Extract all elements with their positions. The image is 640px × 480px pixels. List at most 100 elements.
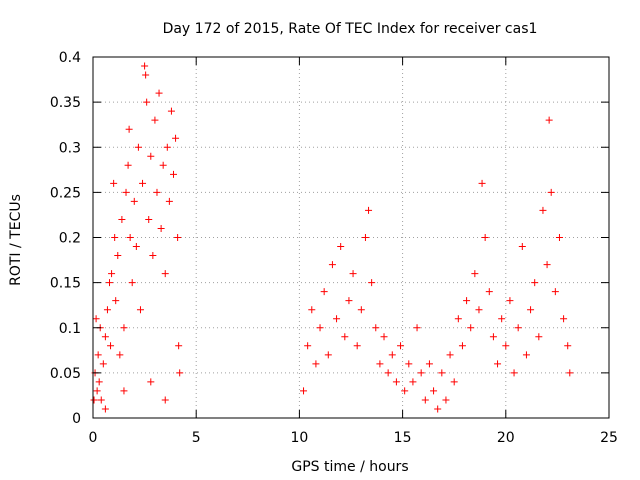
data-point [101, 333, 109, 341]
data-point [489, 333, 497, 341]
data-point [145, 215, 153, 223]
data-point [141, 62, 149, 70]
data-point [518, 243, 526, 251]
data-point [498, 315, 506, 323]
data-point [547, 188, 555, 196]
data-point [116, 351, 124, 359]
data-point [175, 342, 183, 350]
data-point [535, 333, 543, 341]
data-point [485, 288, 493, 296]
data-point [349, 270, 357, 278]
data-point [368, 279, 376, 287]
data-point [108, 270, 116, 278]
data-points [90, 62, 574, 413]
data-point [90, 396, 98, 404]
data-point [527, 306, 535, 314]
data-point [328, 261, 336, 269]
data-point [405, 360, 413, 368]
data-point [139, 179, 147, 187]
data-point [463, 297, 471, 305]
data-point [545, 116, 553, 124]
data-point [304, 342, 312, 350]
data-point [372, 324, 380, 332]
data-point [478, 179, 486, 187]
data-point [103, 306, 111, 314]
y-tick-label: 0.05 [50, 366, 81, 382]
data-point [458, 342, 466, 350]
data-point [409, 378, 417, 386]
data-point [434, 405, 442, 413]
data-point [514, 324, 522, 332]
data-point [555, 234, 563, 241]
chart-title: Day 172 of 2015, Rate Of TEC Index for r… [163, 21, 538, 37]
y-tick-label: 0 [72, 411, 81, 427]
data-point [153, 188, 161, 196]
x-tick-label: 10 [290, 430, 308, 446]
data-point [361, 234, 369, 241]
data-point [147, 152, 155, 160]
data-point [93, 387, 101, 395]
data-point [143, 98, 151, 106]
data-point [157, 224, 165, 232]
y-tick-label: 0.3 [59, 140, 81, 156]
data-point [163, 143, 171, 151]
data-point [442, 396, 450, 404]
data-point [106, 279, 114, 287]
y-tick-label: 0.4 [59, 50, 81, 66]
data-point [151, 116, 159, 124]
data-point [101, 405, 109, 413]
data-point [417, 369, 425, 377]
data-point [380, 333, 388, 341]
y-tick-label: 0.25 [50, 185, 81, 201]
data-point [165, 197, 173, 205]
y-tick-label: 0.15 [50, 276, 81, 292]
x-tick-label: 15 [394, 430, 412, 446]
data-point [324, 351, 332, 359]
data-point [169, 170, 177, 178]
data-point [413, 324, 421, 332]
data-point [502, 342, 510, 350]
data-point [149, 252, 157, 260]
data-point [120, 324, 128, 332]
x-tick-label: 25 [600, 430, 618, 446]
data-point [134, 143, 142, 151]
data-point [506, 297, 514, 305]
data-point [392, 378, 400, 386]
data-point [551, 288, 559, 296]
data-point [300, 387, 308, 395]
y-tick-label: 0.1 [59, 321, 81, 337]
data-point [376, 360, 384, 368]
data-point [320, 288, 328, 296]
data-point [99, 360, 107, 368]
data-point [450, 378, 458, 386]
data-point [430, 387, 438, 395]
x-axis-title: GPS time / hours [291, 459, 408, 475]
data-point [172, 134, 180, 142]
data-point [397, 342, 405, 350]
data-point [446, 351, 454, 359]
data-point [454, 315, 462, 323]
data-point [125, 125, 133, 133]
data-point [122, 188, 130, 196]
data-point [333, 315, 341, 323]
data-point [475, 306, 483, 314]
data-point [388, 351, 396, 359]
data-point [111, 234, 119, 241]
x-tick-label: 0 [89, 430, 98, 446]
data-point [365, 206, 373, 214]
data-point [345, 297, 353, 305]
data-point [126, 234, 134, 241]
data-point [136, 306, 144, 314]
data-point [130, 197, 138, 205]
data-point [566, 369, 574, 377]
y-tick-labels: 0 0.05 0.1 0.15 0.2 0.25 0.3 0.35 0.4 [50, 50, 81, 427]
data-point [316, 324, 324, 332]
data-point [176, 369, 184, 377]
x-tick-label: 5 [192, 430, 201, 446]
data-point [128, 279, 136, 287]
data-point [421, 396, 429, 404]
data-point [159, 161, 167, 169]
data-point [425, 360, 433, 368]
data-point [312, 360, 320, 368]
